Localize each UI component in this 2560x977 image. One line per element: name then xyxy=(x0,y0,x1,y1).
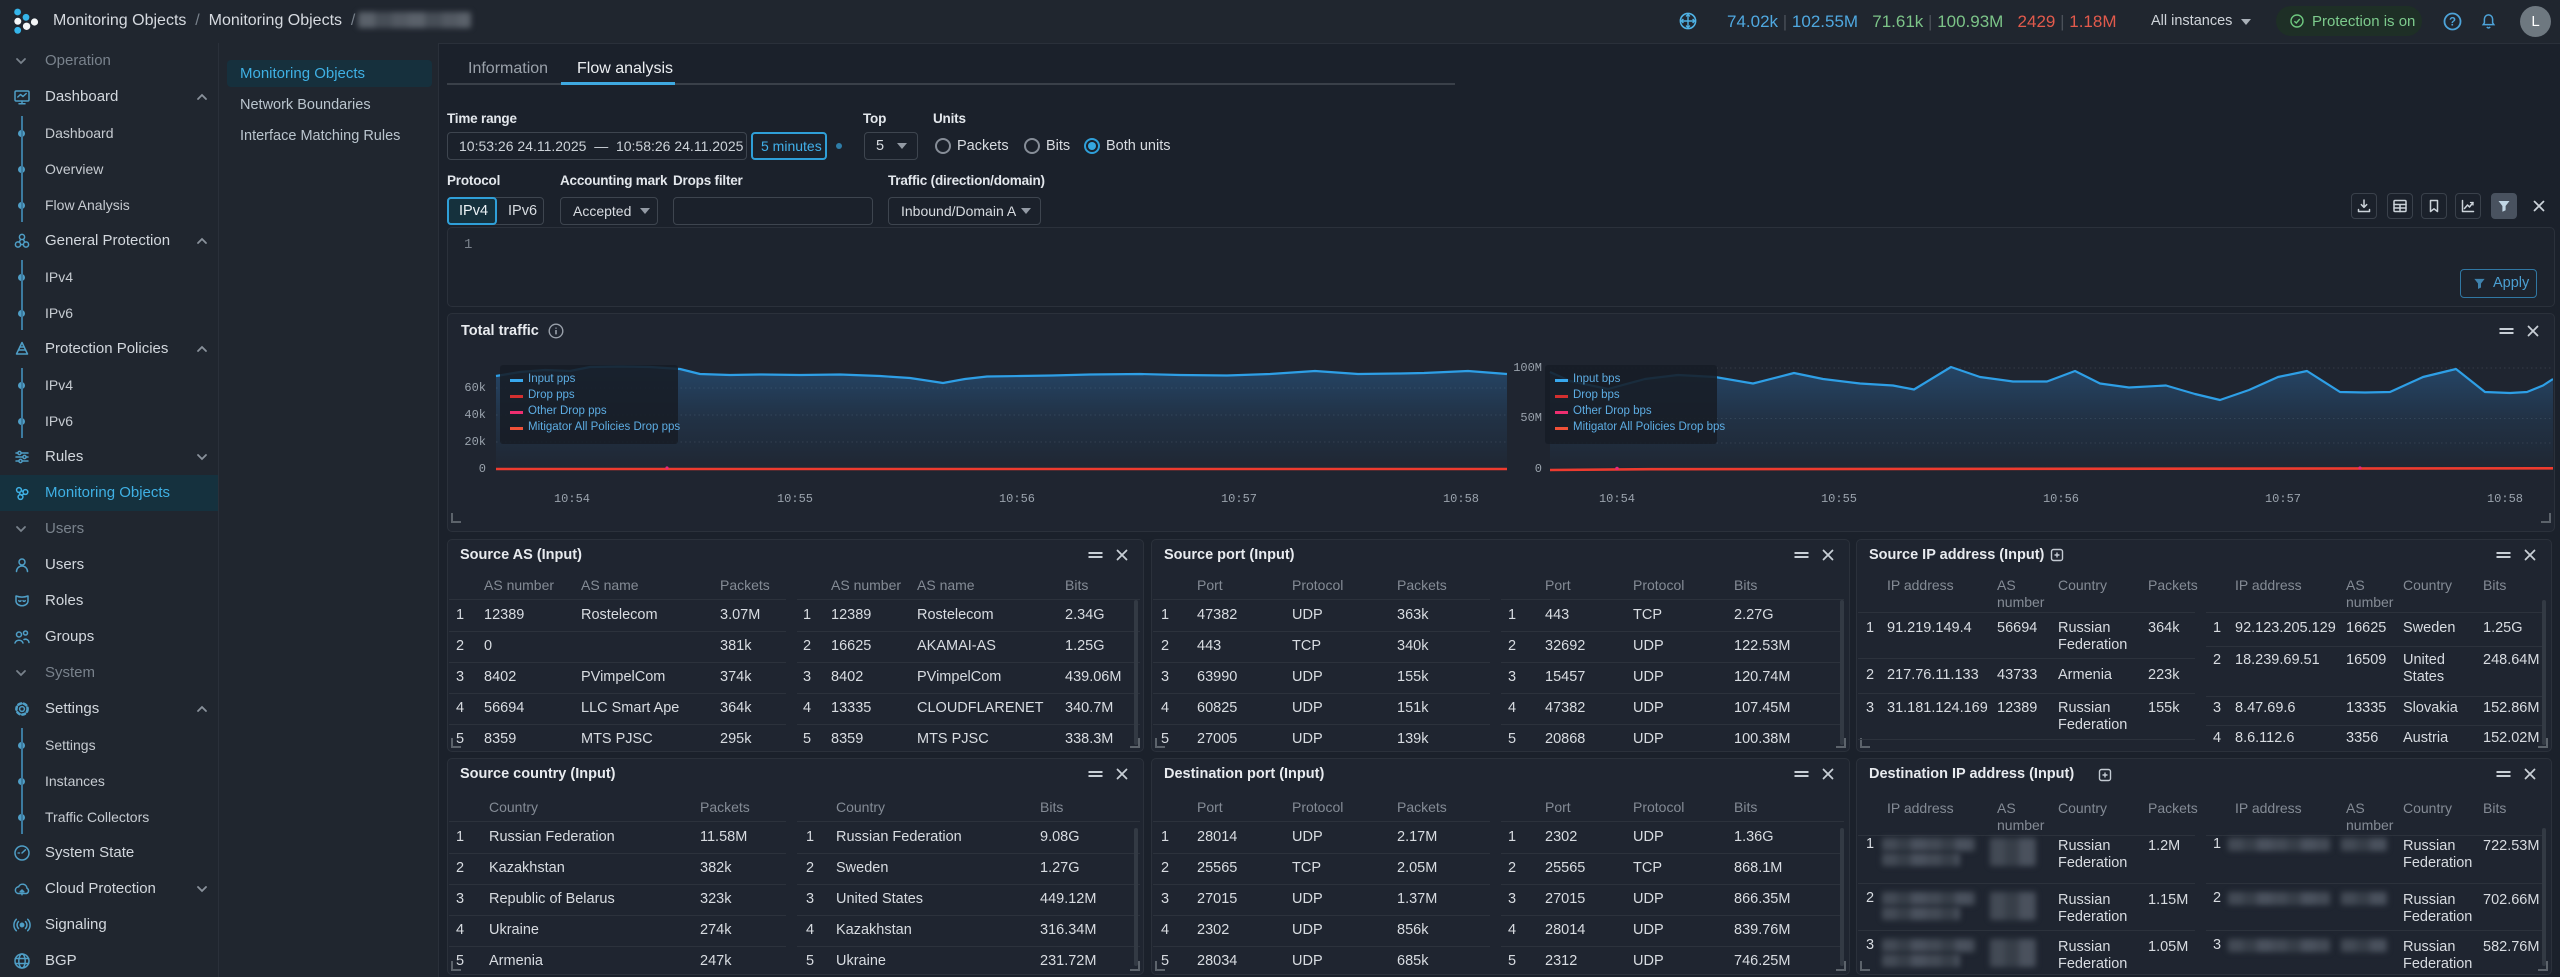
svg-text:?: ? xyxy=(2449,17,2456,29)
